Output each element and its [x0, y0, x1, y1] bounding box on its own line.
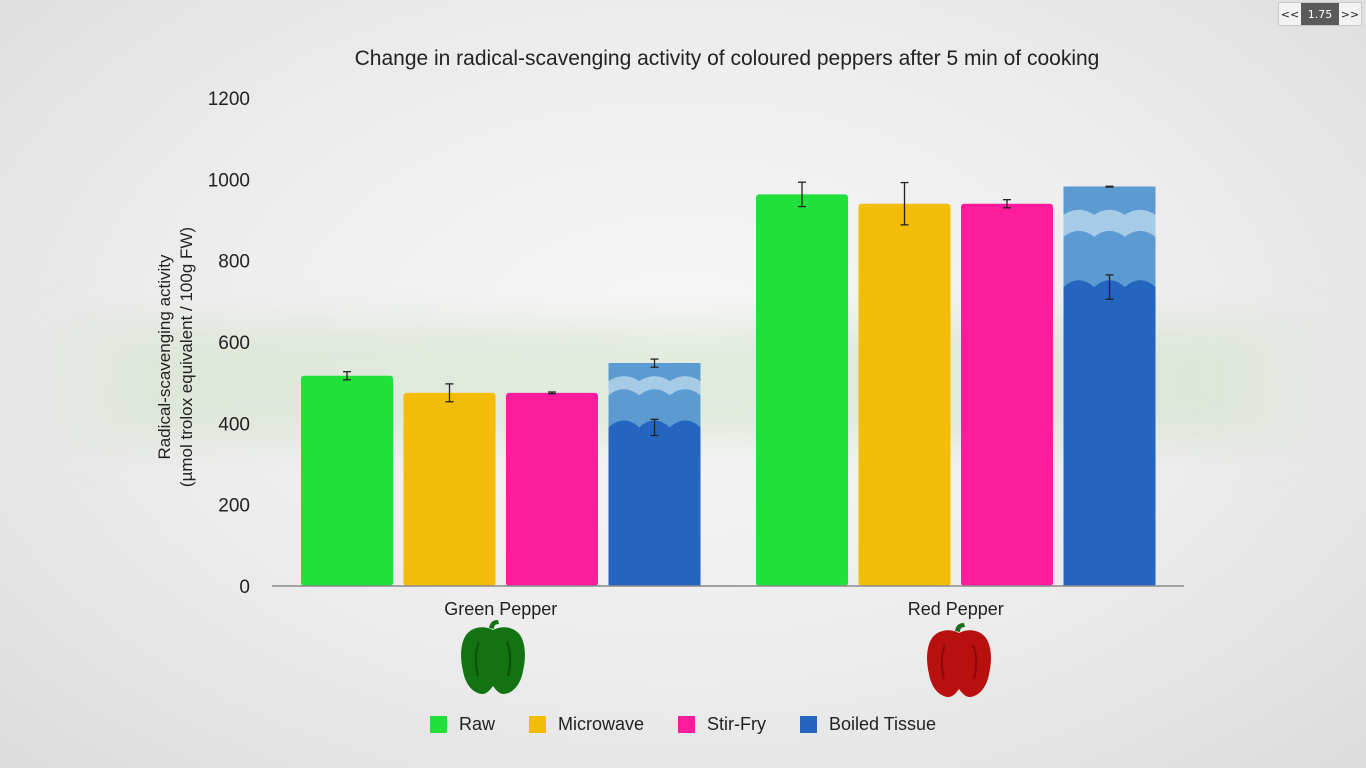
legend-label: Stir-Fry: [707, 714, 766, 734]
legend-swatch: [678, 716, 695, 733]
y-axis-units: (µmol trolox equivalent / 100g FW): [177, 227, 196, 487]
playback-speed-control: << 1.75 >>: [1278, 2, 1362, 26]
legend-label: Microwave: [557, 714, 644, 734]
chart-title: Change in radical-scavenging activity of…: [355, 47, 1100, 70]
legend-item: Boiled Tissue: [799, 714, 937, 735]
bar-boiled-tissue-segment: [1063, 280, 1156, 586]
bar-chart: Change in radical-scavenging activity of…: [40, 47, 1330, 697]
bar-raw: [756, 194, 848, 586]
legend-item: Raw: [429, 714, 495, 735]
y-tick-label: 1200: [208, 89, 250, 110]
legend-swatch: [429, 716, 447, 733]
y-tick-label: 200: [218, 496, 250, 517]
y-tick-label: 400: [218, 414, 250, 435]
bar-stir-fry: [506, 392, 598, 586]
category-label: Green Pepper: [444, 599, 557, 619]
legend-item: Microwave: [528, 714, 644, 735]
bar-microwave: [858, 203, 951, 586]
green-pepper-icon: [461, 620, 525, 694]
faster-button[interactable]: >>: [1340, 7, 1360, 21]
speed-value: 1.75: [1301, 3, 1339, 25]
legend-label: Raw: [458, 714, 495, 734]
y-axis-label: Radical-scavenging activity: [155, 254, 174, 460]
legend-swatch: [799, 716, 817, 733]
red-pepper-icon: [927, 623, 991, 697]
y-tick-label: 1000: [208, 170, 250, 191]
bar-raw: [301, 375, 393, 586]
y-tick-label: 800: [218, 252, 250, 273]
category-label: Red Pepper: [908, 599, 1004, 619]
legend-label: Boiled Tissue: [828, 714, 937, 734]
y-tick-label: 600: [218, 333, 250, 354]
slower-button[interactable]: <<: [1280, 7, 1300, 21]
bar-boiled-tissue-segment: [608, 420, 701, 586]
legend: Raw Microwave Stir-Fry Boiled Tissue: [0, 714, 1366, 735]
bar-microwave: [403, 392, 496, 586]
legend-item: Stir-Fry: [678, 714, 766, 735]
y-tick-label: 0: [239, 577, 250, 598]
legend-swatch: [528, 716, 546, 733]
bar-stir-fry: [961, 203, 1053, 586]
